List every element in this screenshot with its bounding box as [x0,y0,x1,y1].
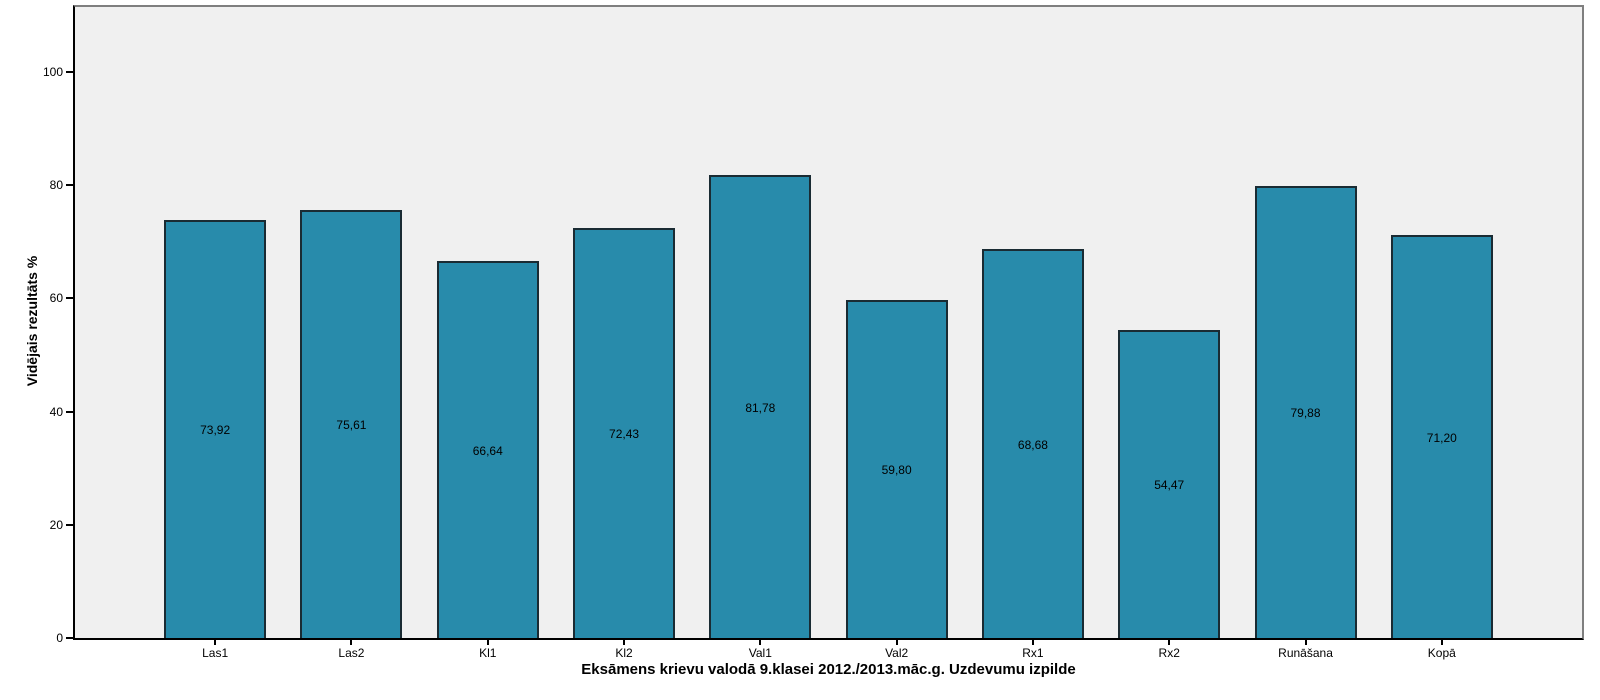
x-category: Val1 [692,640,828,660]
x-category-label: Runāšana [1278,646,1333,660]
bar-value-label: 66,64 [472,443,503,458]
x-axis: Las1 Las2 Kl1 Kl2 Val1 Val2 Rx1 Rx2 Runāšana Kopā [75,640,1582,660]
x-tick-mark [895,640,898,645]
x-category-label: Rx2 [1158,646,1180,660]
x-tick-mark [1304,640,1307,645]
x-category: Kl2 [556,640,692,660]
x-category-label: Las1 [202,646,229,660]
x-category: Runāšana [1237,640,1373,660]
bar-slot: 71,20 [1374,235,1510,638]
y-tick-mark [66,71,73,73]
x-tick-mark [623,640,626,645]
x-tick-mark [350,640,353,645]
y-tick-label: 80 [49,178,63,192]
bar: 75,61 [300,210,403,638]
y-tick-label: 20 [49,518,63,532]
y-tick-mark [66,637,73,639]
bar: 72,43 [573,228,676,638]
x-category: Las1 [147,640,283,660]
x-category-label: Val2 [885,646,909,660]
bar-slot: 73,92 [147,220,283,638]
x-tick-mark [1440,640,1443,645]
x-category-label: Val1 [748,646,772,660]
x-tick-mark [486,640,489,645]
bar: 59,80 [845,300,948,638]
y-tick-label: 0 [56,631,63,645]
x-category-label: Las2 [338,646,365,660]
x-tick-mark [1168,640,1171,645]
bar-slot: 79,88 [1237,186,1373,638]
y-tick-mark [66,411,73,413]
bar-value-label: 73,92 [200,423,231,437]
plot-area: 73,92 75,61 66,64 72,43 81,78 59,80 68,68 54,47… [73,5,1584,640]
bar-slot: 72,43 [556,228,692,638]
bar-value-label: 79,88 [1290,406,1321,420]
x-category-label: Rx1 [1022,646,1044,660]
y-tick-mark [66,524,73,526]
bar: 54,47 [1118,330,1221,638]
bar-value-label: 72,43 [609,427,640,441]
bar-slot: 68,68 [965,249,1101,638]
bar-slot: 81,78 [692,175,828,638]
bar-slot: 66,64 [420,261,556,638]
bar: 66,64 [436,261,539,638]
x-category-label: Kopā [1427,646,1456,660]
bar: 71,20 [1390,235,1493,638]
x-category: Kopā [1374,640,1510,660]
x-category: Val2 [828,640,964,660]
x-category-label: Kl2 [615,646,633,660]
x-tick-mark [214,640,217,645]
bar-value-label: 54,47 [1154,478,1185,492]
bars-container: 73,92 75,61 66,64 72,43 81,78 59,80 68,68 54,47… [75,7,1582,638]
bar-slot: 54,47 [1101,330,1237,638]
bar: 79,88 [1254,186,1357,638]
y-tick-label: 40 [49,405,63,419]
x-category: Rx1 [965,640,1101,660]
y-tick-mark [66,184,73,186]
bar-value-label: 81,78 [745,400,776,415]
bar-value-label: 59,80 [881,463,912,477]
bar: 81,78 [709,175,812,638]
x-tick-mark [1031,640,1034,645]
x-category: Las2 [283,640,419,660]
bar: 68,68 [981,249,1084,638]
x-category: Rx2 [1101,640,1237,660]
y-tick-label: 100 [42,65,63,79]
bar: 73,92 [164,220,267,638]
x-category: Kl1 [420,640,556,660]
y-tick-mark [66,297,73,299]
x-axis-title: Eksāmens krievu valodā 9.klasei 2012./20… [581,661,1076,678]
bar-slot: 59,80 [828,300,964,638]
bar-slot: 75,61 [283,210,419,638]
y-tick-label: 60 [49,291,63,305]
bar-value-label: 75,61 [336,418,367,432]
x-tick-mark [759,640,762,645]
bar-value-label: 71,20 [1426,430,1457,445]
x-category-label: Kl1 [479,646,497,660]
y-axis: 0 20 40 60 80 100 [0,5,73,645]
bar-value-label: 68,68 [1017,437,1048,452]
